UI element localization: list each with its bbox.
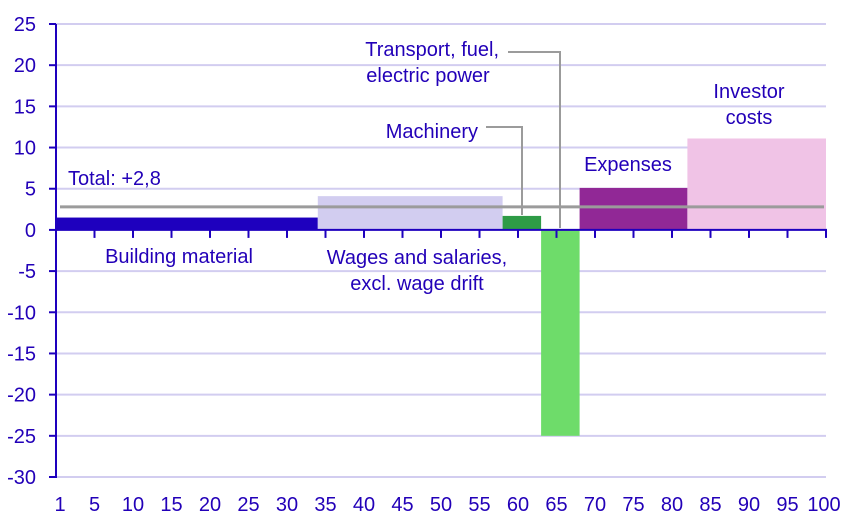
x-tick-label: 40 [353, 494, 375, 516]
y-tick-label: -25 [7, 426, 36, 448]
machinery-leader-line [486, 126, 523, 215]
wages-label-line2: excl. wage drift [350, 273, 484, 295]
gridlines [56, 23, 826, 478]
total-label: Total: +2,8 [68, 168, 161, 190]
investor-costs-label-line2: costs [726, 107, 773, 129]
x-tick-label: 10 [122, 494, 144, 516]
x-tick-label: 80 [661, 494, 683, 516]
y-tick-label: -10 [7, 302, 36, 324]
bar-machinery [502, 215, 542, 230]
y-tick-label: -20 [7, 385, 36, 407]
y-tick-label: 15 [14, 96, 36, 118]
y-tick-label: 0 [25, 220, 36, 242]
x-tick-label: 35 [314, 494, 336, 516]
x-tick-label: 20 [199, 494, 221, 516]
x-tick-label: 25 [237, 494, 259, 516]
x-tick-label: 95 [776, 494, 798, 516]
x-axis-ticks: 1 5 10 15 20 25 30 35 40 45 50 55 60 65 70 75 80 85 90 95 10… [54, 229, 841, 516]
bar-wages-and-salaries-excl-wage-drift [317, 196, 503, 230]
bar-building-material [56, 217, 318, 230]
x-tick-label: 55 [468, 494, 490, 516]
y-tick-label: -15 [7, 343, 36, 365]
x-tick-label: 65 [545, 494, 567, 516]
machinery-label: Machinery [386, 121, 478, 143]
wages-label-line1: Wages and salaries, [327, 247, 507, 269]
transport-label-line2: electric power [366, 65, 490, 87]
y-tick-label: 10 [14, 138, 36, 160]
y-tick-label: 25 [14, 14, 36, 36]
transport-label-line1: Transport, fuel, [365, 39, 499, 61]
x-tick-label: 60 [507, 494, 529, 516]
investor-costs-label-line1: Investor [713, 81, 784, 103]
bar-investor-costs [687, 138, 826, 230]
bar-transport-fuel-electric-power [541, 229, 580, 436]
x-tick-label: 85 [699, 494, 721, 516]
y-tick-label: -30 [7, 467, 36, 489]
y-tick-label: 20 [14, 55, 36, 77]
x-tick-label: 45 [391, 494, 413, 516]
x-tick-label: 50 [430, 494, 452, 516]
bar-expenses [579, 187, 688, 230]
x-tick-label: 1 [54, 494, 65, 516]
x-tick-label: 75 [622, 494, 644, 516]
building-material-label: Building material [105, 246, 253, 268]
transport-leader-line [508, 51, 561, 228]
y-tick-label: -5 [18, 261, 36, 283]
x-tick-label: 70 [584, 494, 606, 516]
y-axis-ticks: 25 20 15 10 5 0 -5 -10 -15 -20 -25 -30 [7, 14, 56, 489]
bars [56, 138, 826, 436]
leader-lines [486, 51, 561, 228]
x-tick-label: 30 [276, 494, 298, 516]
expenses-label: Expenses [584, 154, 672, 176]
x-tick-label: 5 [89, 494, 100, 516]
x-tick-label: 90 [738, 494, 760, 516]
x-tick-label: 15 [160, 494, 182, 516]
y-tick-label: 5 [25, 179, 36, 201]
x-tick-label: 100 [807, 494, 840, 516]
